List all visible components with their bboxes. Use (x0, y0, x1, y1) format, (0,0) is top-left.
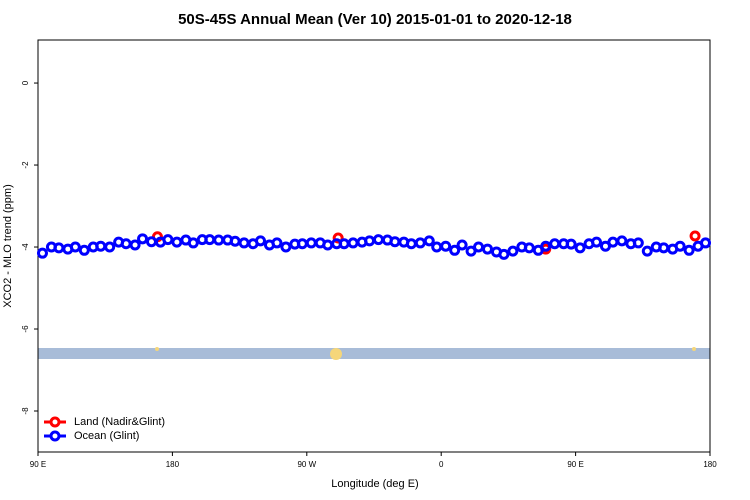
point (674, 240, 686, 252)
y-tick-label: -2 (21, 161, 30, 169)
point (507, 245, 519, 257)
point (565, 238, 577, 250)
point (616, 235, 628, 247)
mask-band (38, 348, 710, 359)
y-tick-label: -6 (21, 325, 30, 333)
y-axis-label: XCO2 - MLO trend (ppm) (2, 184, 14, 307)
point (456, 239, 468, 251)
point (255, 235, 267, 247)
legend-marker (49, 416, 61, 428)
y-tick-label: -8 (21, 407, 30, 415)
point (78, 244, 90, 256)
x-tick-label: 90 W (297, 460, 316, 469)
legend-label: Land (Nadir&Glint) (74, 416, 165, 428)
chart-title: 50S-45S Annual Mean (Ver 10) 2015-01-01 … (178, 11, 572, 28)
point (162, 234, 174, 246)
point (498, 248, 510, 260)
x-tick-label: 180 (703, 460, 717, 469)
point (271, 237, 283, 249)
point (632, 237, 644, 249)
x-tick-label: 90 E (30, 460, 46, 469)
point (574, 242, 586, 254)
point (689, 230, 701, 242)
point (540, 240, 552, 252)
point (641, 245, 653, 257)
mask-dot (155, 347, 159, 351)
point (523, 242, 535, 254)
point (280, 241, 292, 253)
point (423, 235, 435, 247)
point (683, 244, 695, 256)
point (481, 243, 493, 255)
point (187, 237, 199, 249)
y-tick-label: 0 (21, 80, 30, 85)
x-tick-label: 90 E (567, 460, 583, 469)
legend-label: Ocean (Glint) (74, 430, 139, 442)
point (591, 236, 603, 248)
y-tick-label: -4 (21, 243, 30, 251)
point (36, 247, 48, 259)
x-axis-label: Longitude (deg E) (331, 478, 418, 490)
point (137, 233, 149, 245)
x-tick-label: 180 (166, 460, 180, 469)
mask-dot (330, 348, 342, 360)
point (449, 244, 461, 256)
x-tick-label: 0 (439, 460, 444, 469)
point (129, 239, 141, 251)
legend-marker (49, 430, 61, 442)
point (440, 240, 452, 252)
mask-dot (692, 347, 696, 351)
point (69, 241, 81, 253)
point (332, 232, 344, 244)
point (700, 237, 712, 249)
point (104, 241, 116, 253)
